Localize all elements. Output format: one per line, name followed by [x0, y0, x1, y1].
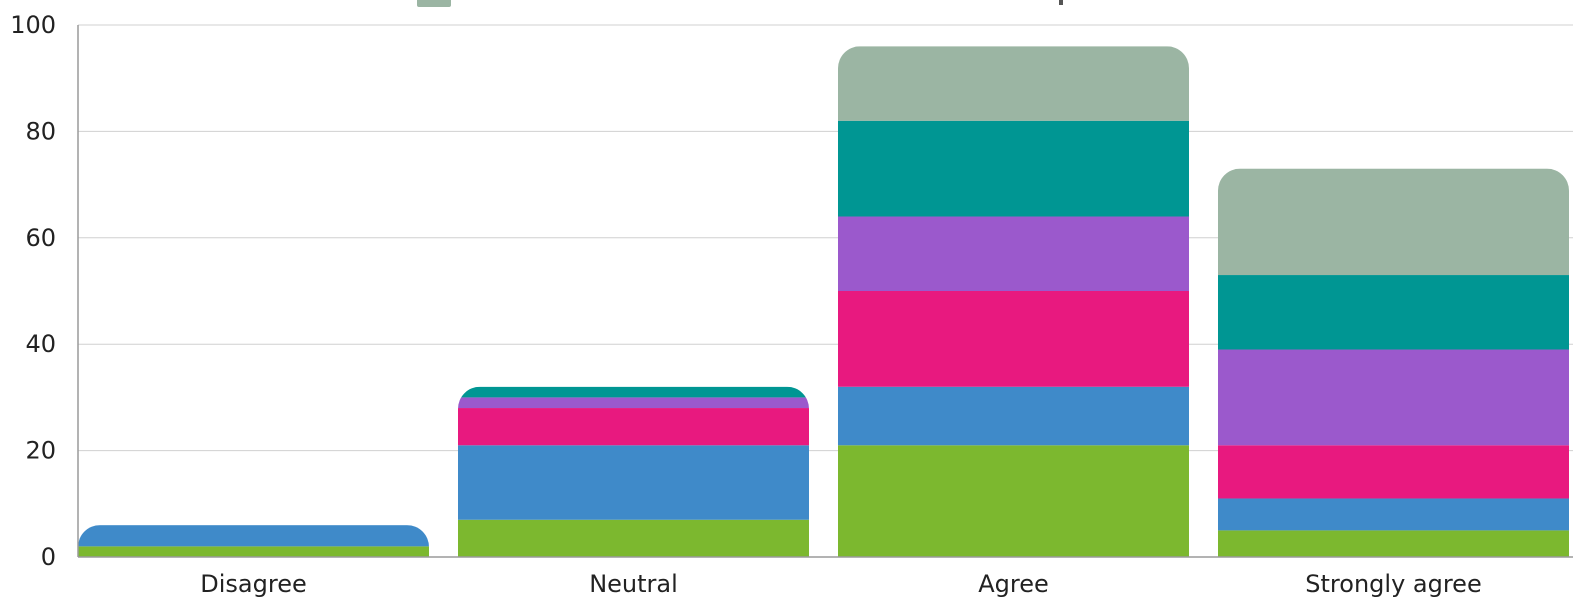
bar-segment [838, 291, 1189, 387]
bar-group-neutral [458, 386, 809, 557]
x-tick-label: Disagree [200, 570, 306, 598]
bar-segment [838, 386, 1189, 446]
axes: 0 20 40 60 80 100 Disagree Neutral Agree Strongly… [10, 11, 1573, 598]
bar-segment [1218, 275, 1569, 350]
y-tick-label: 60 [25, 224, 56, 252]
legend [417, 0, 1063, 7]
x-tick-label: Strongly agree [1305, 570, 1481, 598]
bar-segment [838, 216, 1189, 291]
bar-segment [78, 525, 429, 547]
bar-segment [1218, 168, 1569, 276]
legend-text-fragment [1059, 0, 1063, 5]
y-tick-label: 80 [25, 117, 56, 145]
bar-segment [838, 120, 1189, 217]
bar-group-agree [838, 46, 1189, 557]
bar-segment [458, 445, 809, 520]
bar-segment [458, 408, 809, 446]
bars [78, 46, 1569, 557]
bar-segment [1218, 445, 1569, 499]
bar-segment [838, 46, 1189, 121]
legend-swatch [417, 0, 451, 7]
bar-group-disagree [78, 525, 429, 557]
bar-segment [1218, 530, 1569, 557]
y-tick-label: 20 [25, 437, 56, 465]
y-tick-label: 40 [25, 330, 56, 358]
bar-segment [1218, 349, 1569, 446]
bar-segment [458, 397, 809, 409]
bar-segment [78, 546, 429, 557]
bar-group-strongly-agree [1218, 168, 1569, 557]
bar-segment [1218, 498, 1569, 531]
x-tick-label: Agree [978, 570, 1049, 598]
bar-segment [838, 445, 1189, 557]
y-tick-label: 100 [10, 11, 56, 39]
y-tick-label: 0 [41, 543, 56, 571]
bar-segment [458, 386, 809, 398]
x-tick-label: Neutral [589, 570, 678, 598]
bar-segment [458, 519, 809, 557]
